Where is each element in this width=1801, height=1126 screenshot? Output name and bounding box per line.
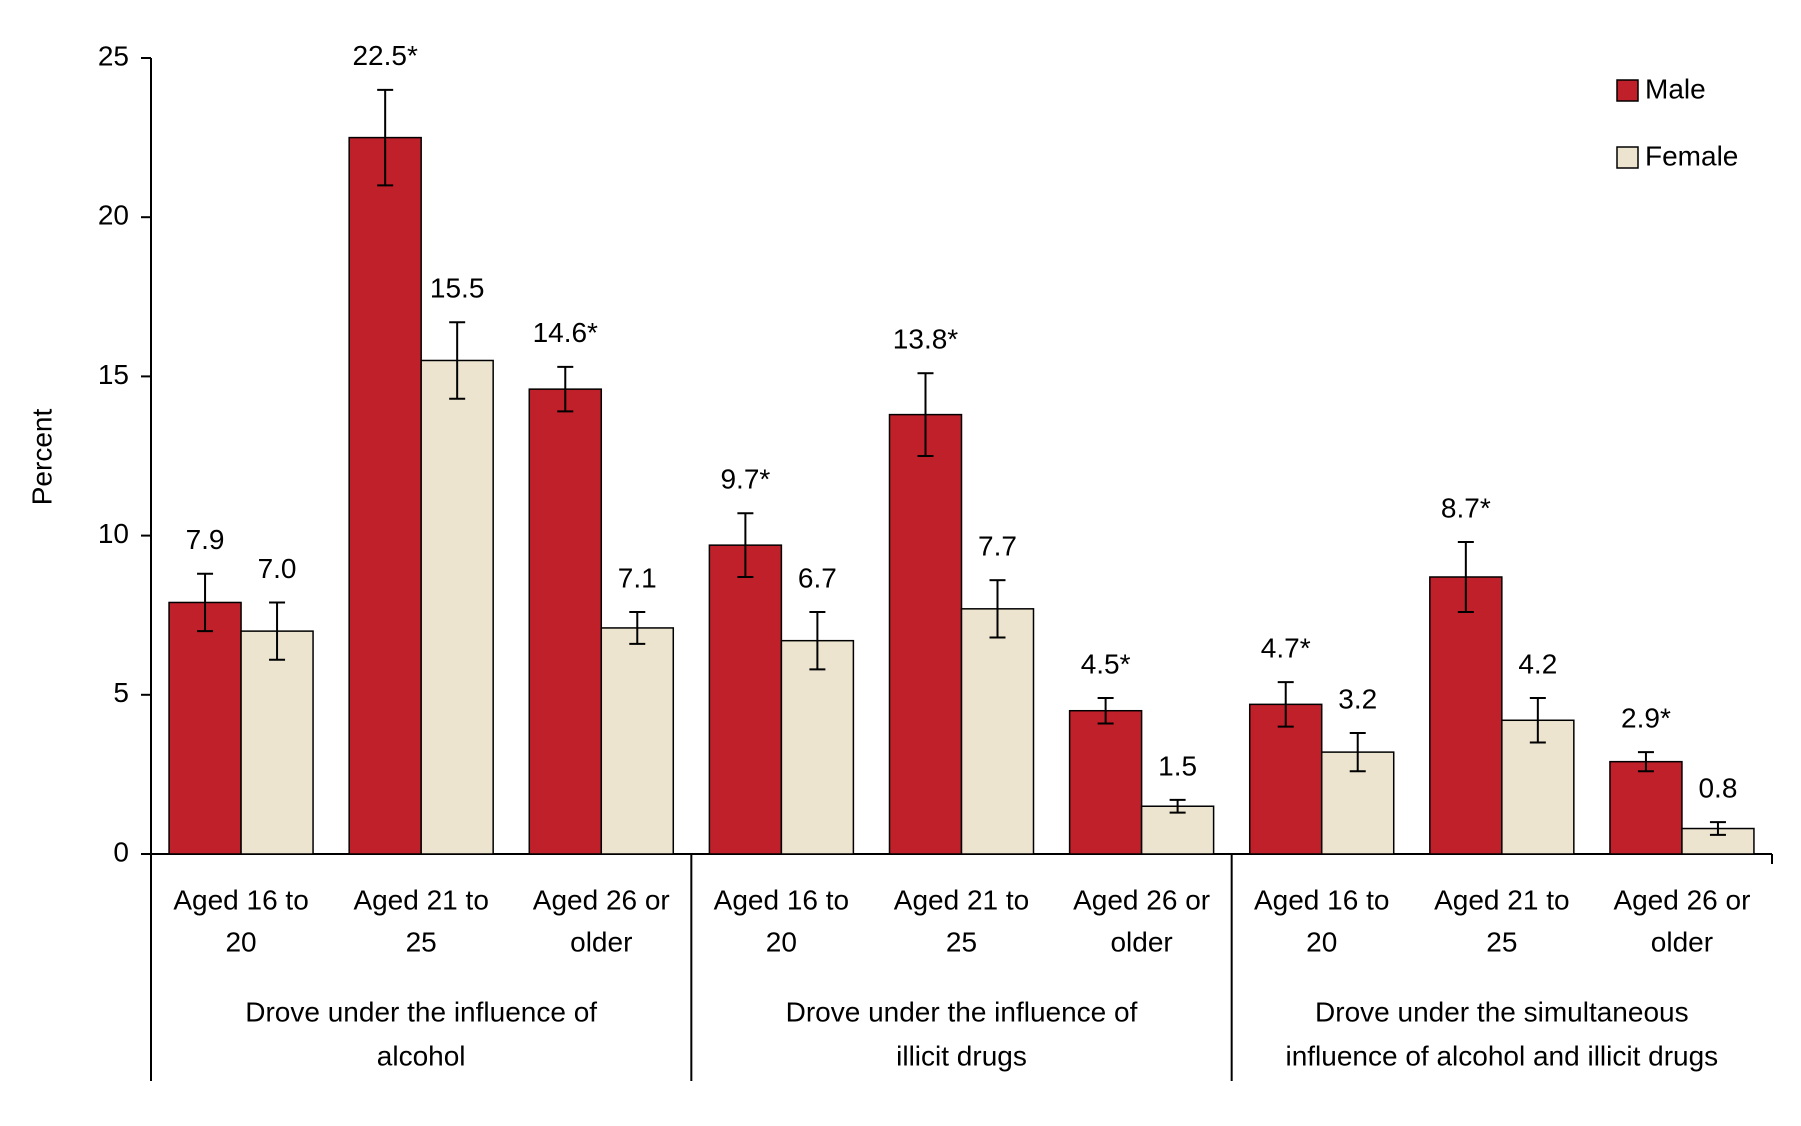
group-label: alcohol (377, 1040, 466, 1071)
value-label: 9.7* (720, 464, 770, 495)
legend-swatch (1616, 79, 1639, 102)
value-label: 14.6* (533, 317, 598, 348)
x-tick-label: Aged 26 or (1613, 884, 1750, 915)
x-tick-label: Aged 21 to (1434, 884, 1569, 915)
value-label: 3.2 (1338, 683, 1377, 714)
value-label: 4.7* (1261, 632, 1311, 663)
bar (1248, 703, 1323, 855)
x-tick-label: 25 (406, 926, 437, 957)
y-tick-label: 0 (113, 836, 129, 867)
y-axis-title: Percent (26, 409, 57, 506)
group-label: Drove under the simultaneous (1315, 996, 1689, 1027)
y-tick-label: 5 (113, 677, 129, 708)
value-label: 4.5* (1081, 648, 1131, 679)
x-tick-label: older (1651, 926, 1713, 957)
value-label: 8.7* (1441, 492, 1491, 523)
value-label: 7.0 (258, 553, 297, 584)
x-tick-label: 20 (1306, 926, 1337, 957)
legend-label: Female (1645, 140, 1738, 171)
value-label: 2.9* (1621, 703, 1671, 734)
value-label: 1.5 (1158, 750, 1197, 781)
group-label: influence of alcohol and illicit drugs (1285, 1040, 1718, 1071)
x-tick-label: Aged 26 or (1073, 884, 1210, 915)
bar (780, 639, 855, 855)
bar (600, 627, 675, 855)
x-tick-label: 20 (766, 926, 797, 957)
bar (960, 608, 1035, 855)
bar (1068, 709, 1143, 855)
x-tick-label: older (1110, 926, 1172, 957)
legend-swatch (1616, 146, 1639, 169)
x-tick-label: Aged 21 to (353, 884, 488, 915)
x-tick-label: 25 (1486, 926, 1517, 957)
value-label: 15.5 (430, 273, 485, 304)
group-label: Drove under the influence of (786, 996, 1138, 1027)
value-label: 7.1 (618, 562, 657, 593)
bar (348, 136, 422, 855)
bar (528, 388, 603, 855)
group-label: illicit drugs (896, 1040, 1027, 1071)
x-tick-label: Aged 16 to (1254, 884, 1389, 915)
value-label: 7.7 (978, 531, 1017, 562)
bar (1609, 760, 1683, 855)
bar (420, 359, 494, 855)
bar (708, 544, 783, 855)
y-tick-label: 20 (98, 200, 129, 231)
x-tick-label: Aged 16 to (714, 884, 849, 915)
group-label: Drove under the influence of (245, 996, 597, 1027)
value-label: 22.5* (352, 40, 417, 71)
x-tick-label: Aged 16 to (173, 884, 308, 915)
legend-label: Male (1645, 73, 1706, 104)
value-label: 6.7 (798, 562, 837, 593)
x-tick-label: 20 (225, 926, 256, 957)
value-label: 13.8* (893, 324, 958, 355)
bar (1429, 576, 1503, 855)
value-label: 7.9 (186, 524, 225, 555)
value-label: 4.2 (1518, 648, 1557, 679)
x-tick-label: 25 (946, 926, 977, 957)
x-tick-label: Aged 21 to (894, 884, 1029, 915)
y-tick-label: 10 (98, 518, 129, 549)
bar (168, 601, 242, 855)
bar (240, 630, 314, 855)
x-tick-label: older (570, 926, 632, 957)
y-tick-label: 25 (98, 40, 129, 71)
x-tick-label: Aged 26 or (533, 884, 670, 915)
value-label: 0.8 (1698, 773, 1737, 804)
bar (888, 413, 963, 855)
y-tick-label: 15 (98, 359, 129, 390)
